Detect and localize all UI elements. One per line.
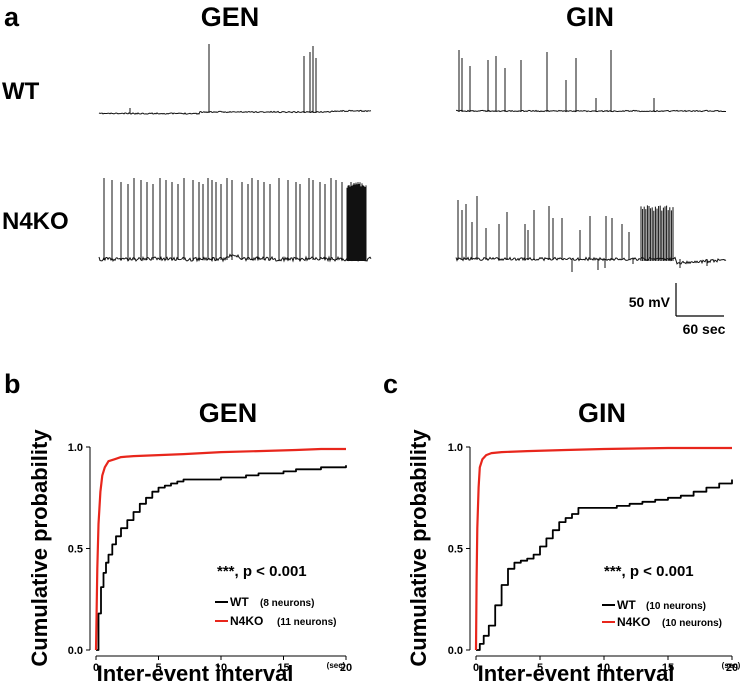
row-label-n4ko: N4KO xyxy=(2,208,69,235)
chart-b-title: GEN xyxy=(199,398,258,428)
chart-b-legend-n4ko-name: N4KO xyxy=(230,614,263,628)
panel-letter-c: c xyxy=(383,369,398,399)
trace-gen-wt-baseline xyxy=(98,109,372,115)
chart-c-legend-wt-name: WT xyxy=(617,598,636,612)
trace-gin-wt-baseline xyxy=(456,109,726,113)
chart-b-legend-wt-name: WT xyxy=(230,595,249,609)
chart-c-x-tick-label: 5 xyxy=(537,662,543,674)
trace-gin-n4ko-spikes xyxy=(457,196,708,272)
chart-b-series-wt xyxy=(96,465,347,651)
trace-gen-wt-spikes xyxy=(129,44,317,113)
scale-bar-voltage-label: 50 mV xyxy=(629,294,671,310)
chart-c-legend-n4ko-detail: (10 neurons) xyxy=(662,618,722,629)
trace-gen-n4ko-spikes xyxy=(103,178,367,261)
chart-c-legend-wt-detail: (10 neurons) xyxy=(646,601,706,612)
chart-c-x-tick-label: 10 xyxy=(598,662,610,674)
trace-gen-n4ko xyxy=(98,178,372,263)
trace-gin-n4ko-baseline xyxy=(455,256,727,265)
chart-b-x-tick-label: 5 xyxy=(155,662,161,674)
chart-b-y-tick-label: 1.0 xyxy=(68,442,83,454)
trace-gen-wt xyxy=(98,44,372,115)
chart-c-legend-n4ko-name: N4KO xyxy=(617,615,650,629)
chart-b-xunit: (sec) xyxy=(327,661,346,670)
chart-c-y-tick-label: 1.0 xyxy=(448,442,463,454)
scale-bar: 50 mV 60 sec xyxy=(629,283,726,337)
chart-b-xlabel: Inter-event interval xyxy=(97,661,294,685)
chart-c-series-wt xyxy=(476,479,733,651)
chart-c-legend: WT (10 neurons) N4KO (10 neurons) xyxy=(602,598,722,629)
column-title-gin: GIN xyxy=(566,2,614,32)
trace-gin-wt xyxy=(456,50,726,113)
column-title-gen: GEN xyxy=(201,2,260,32)
chart-b-legend-wt-detail: (8 neurons) xyxy=(260,598,314,609)
chart-b-plot: 0.0 0.5 1.0 0 5 10 15 20 xyxy=(68,442,352,674)
chart-b-legend: WT (8 neurons) N4KO (11 neurons) xyxy=(215,595,336,628)
trace-gin-n4ko xyxy=(455,196,727,272)
trace-gen-n4ko-baseline xyxy=(98,253,372,263)
chart-c-xlabel: Inter-event interval xyxy=(478,661,675,685)
chart-c-x-tick-label: 0 xyxy=(473,662,479,674)
chart-c-ylabel: Cumulative probability xyxy=(406,429,431,667)
chart-c-series-n4ko xyxy=(474,446,732,651)
chart-c-x-tick-label: 15 xyxy=(662,662,674,674)
chart-b-x-tick-label: 15 xyxy=(277,662,289,674)
chart-b-x-tick-label: 0 xyxy=(93,662,99,674)
chart-c-y-tick-label: 0.0 xyxy=(448,645,463,657)
chart-b-x-tick-label: 10 xyxy=(215,662,227,674)
chart-c-title: GIN xyxy=(578,398,626,428)
chart-b-legend-n4ko-detail: (11 neurons) xyxy=(277,617,336,628)
scale-bar-time-label: 60 sec xyxy=(683,321,726,337)
chart-b-annotation: ***, p < 0.001 xyxy=(217,563,307,580)
chart-b-y-tick-label: 0.5 xyxy=(68,544,83,556)
chart-c-annotation: ***, p < 0.001 xyxy=(604,563,694,580)
chart-b-y-tick-label: 0.0 xyxy=(68,645,83,657)
chart-b-x-tick-label: 20 xyxy=(340,662,352,674)
panel-letter-a: a xyxy=(4,2,20,32)
trace-gin-wt-spikes xyxy=(458,50,655,112)
chart-c-plot: 0.0 0.5 1.0 0 5 10 15 20 xyxy=(448,442,738,674)
chart-b-ylabel: Cumulative probability xyxy=(27,429,52,667)
voltage-traces xyxy=(98,44,727,272)
chart-c-xunit: (sec) xyxy=(722,661,741,670)
row-label-wt: WT xyxy=(2,78,40,105)
chart-c-y-tick-label: 0.5 xyxy=(448,544,463,556)
chart-c-x-tick-label: 20 xyxy=(726,662,738,674)
panel-letter-b: b xyxy=(4,369,21,399)
chart-b-series-n4ko xyxy=(94,447,346,651)
